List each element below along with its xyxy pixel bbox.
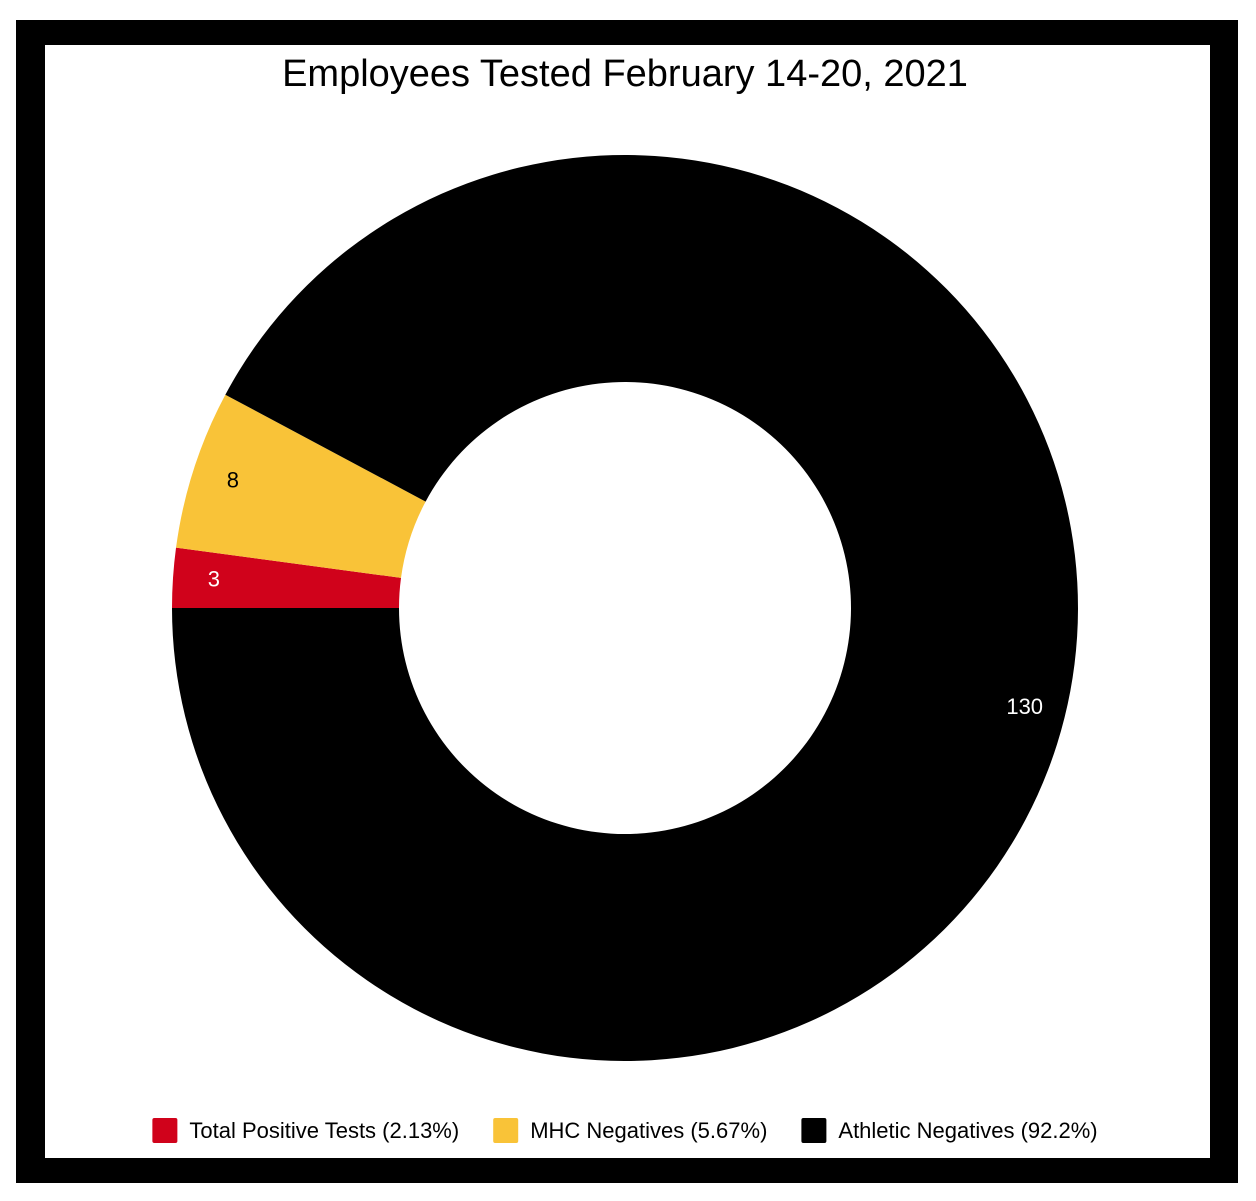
donut-slice	[172, 547, 402, 608]
data-label: 130	[1006, 694, 1043, 719]
chart-title: Employees Tested February 14-20, 2021	[282, 53, 968, 95]
legend-label: Athletic Negatives (92.2%)	[838, 1118, 1097, 1143]
legend-swatch	[801, 1118, 827, 1143]
legend-label: Total Positive Tests (2.13%)	[189, 1118, 459, 1143]
donut-slice	[172, 155, 1078, 1062]
data-label: 8	[227, 467, 239, 492]
legend-label: MHC Negatives (5.67%)	[530, 1118, 767, 1143]
legend-swatch	[493, 1118, 519, 1143]
donut-slice	[176, 394, 426, 578]
data-label: 3	[208, 566, 220, 591]
legend-swatch	[152, 1118, 178, 1143]
